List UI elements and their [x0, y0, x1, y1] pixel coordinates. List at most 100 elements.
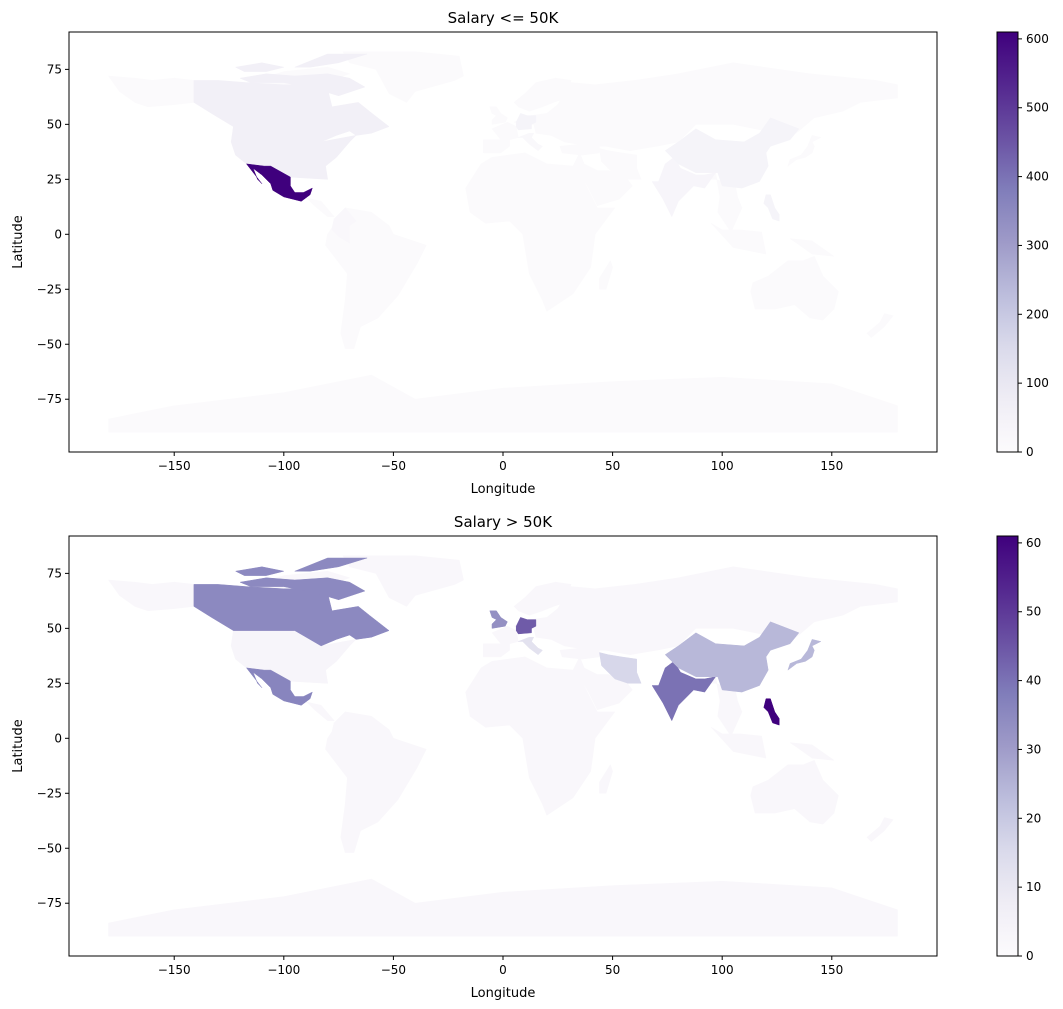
y-axis-label: Latitude	[11, 719, 26, 773]
region-other	[342, 555, 464, 607]
region-other	[483, 139, 510, 154]
region-other	[750, 759, 839, 825]
y-tick-label: −75	[37, 392, 62, 406]
region-japan	[787, 639, 822, 671]
region-mexico	[245, 667, 313, 706]
region-iran	[599, 652, 642, 684]
region-other	[108, 374, 898, 433]
x-tick-label: −50	[381, 459, 406, 473]
colorbar-tick-label: 500	[1026, 101, 1049, 115]
colorbar-tick-label: 0	[1026, 949, 1034, 963]
region-germany	[515, 113, 537, 131]
region-other	[301, 196, 335, 217]
colorbar-tick-label: 60	[1026, 536, 1041, 550]
region-canada	[193, 80, 390, 143]
region-other	[711, 727, 767, 759]
y-tick-label: 0	[54, 731, 62, 745]
colorbar-tick-label: 0	[1026, 445, 1034, 459]
colorbar-tick-label: 20	[1026, 811, 1041, 825]
region-italy	[518, 132, 543, 152]
y-tick-label: 0	[54, 227, 62, 241]
region-china	[664, 117, 800, 189]
panel-2: −150 −100 −50 0 50 100 1507550250−25−50−75Sala…	[11, 513, 1041, 1001]
region-other	[483, 643, 510, 658]
x-tick-label: 150	[820, 963, 843, 977]
region-other	[599, 764, 613, 794]
x-axis-label: Longitude	[471, 482, 536, 497]
region-other	[789, 742, 835, 761]
region-other	[513, 581, 572, 616]
region-canada	[239, 577, 366, 601]
chart-title: Salary > 50K	[454, 513, 553, 531]
y-tick-label: −25	[37, 786, 62, 800]
region-philippines	[763, 194, 780, 222]
x-tick-label: 0	[499, 963, 507, 977]
region-mexico	[245, 163, 313, 202]
region-other	[107, 75, 195, 108]
region-other	[599, 260, 613, 290]
region-other	[107, 579, 195, 612]
x-tick-label: −100	[267, 459, 300, 473]
region-canada	[193, 584, 390, 647]
x-tick-label: −150	[158, 459, 191, 473]
colorbar: 0 100 200 300 400 500 600	[996, 31, 1049, 459]
region-canada	[294, 557, 368, 572]
colorbar-tick-label: 400	[1026, 170, 1049, 184]
region-italy	[518, 636, 543, 656]
map-layer	[107, 51, 898, 433]
region-other	[465, 656, 616, 816]
region-other	[513, 77, 572, 112]
region-colombia	[331, 207, 357, 244]
panel-1: −150 −100 −50 0 50 100 150 75 50 25 0 −25 −50 −75 Sala…	[11, 9, 1049, 497]
y-axis-label: Latitude	[11, 215, 26, 269]
y-tick-label: −25	[37, 282, 62, 296]
region-other	[301, 700, 335, 721]
region-other	[465, 152, 616, 312]
region-canada	[234, 62, 284, 72]
y-tick-label: −50	[37, 337, 62, 351]
region-other	[108, 878, 898, 937]
y-tick-label: 50	[47, 621, 62, 635]
region-india	[651, 660, 717, 722]
colorbar-tick-label: 100	[1026, 376, 1049, 390]
y-tick-label: 50	[47, 117, 62, 131]
x-tick-label: 100	[711, 963, 734, 977]
y-tick-label: 75	[47, 566, 62, 580]
region-other	[866, 817, 894, 843]
colorbar-tick-label: 200	[1026, 307, 1049, 321]
region-other	[491, 625, 519, 644]
region-japan	[787, 135, 822, 167]
y-tick-label: 25	[47, 172, 62, 186]
region-other	[572, 656, 633, 711]
colorbar-tick-label: 40	[1026, 674, 1041, 688]
x-tick-label: 150	[820, 459, 843, 473]
colorbar-tick-label: 30	[1026, 742, 1041, 756]
colorbar-gradient	[996, 535, 1019, 957]
region-other	[750, 255, 839, 321]
region-other	[325, 711, 427, 853]
chart-title: Salary <= 50K	[448, 9, 560, 27]
region-philippines	[763, 698, 780, 726]
region-other	[559, 647, 600, 660]
region-other	[711, 223, 767, 255]
region-colombia	[331, 711, 357, 748]
region-other	[559, 143, 600, 156]
region-other	[789, 238, 835, 257]
x-tick-label: −150	[158, 963, 191, 977]
x-tick-label: −50	[381, 963, 406, 977]
region-china	[664, 621, 800, 693]
colorbar-tick-label: 10	[1026, 880, 1041, 894]
region-iran	[599, 148, 642, 180]
colorbar-gradient	[996, 31, 1019, 453]
x-tick-label: 50	[605, 459, 620, 473]
region-other	[325, 207, 427, 349]
region-other	[572, 152, 633, 207]
region-other	[866, 313, 894, 339]
region-other	[342, 51, 464, 103]
region-canada	[234, 566, 284, 576]
x-tick-label: 50	[605, 963, 620, 977]
region-other	[491, 121, 519, 140]
x-tick-label: −100	[267, 963, 300, 977]
y-tick-label: 75	[47, 62, 62, 76]
